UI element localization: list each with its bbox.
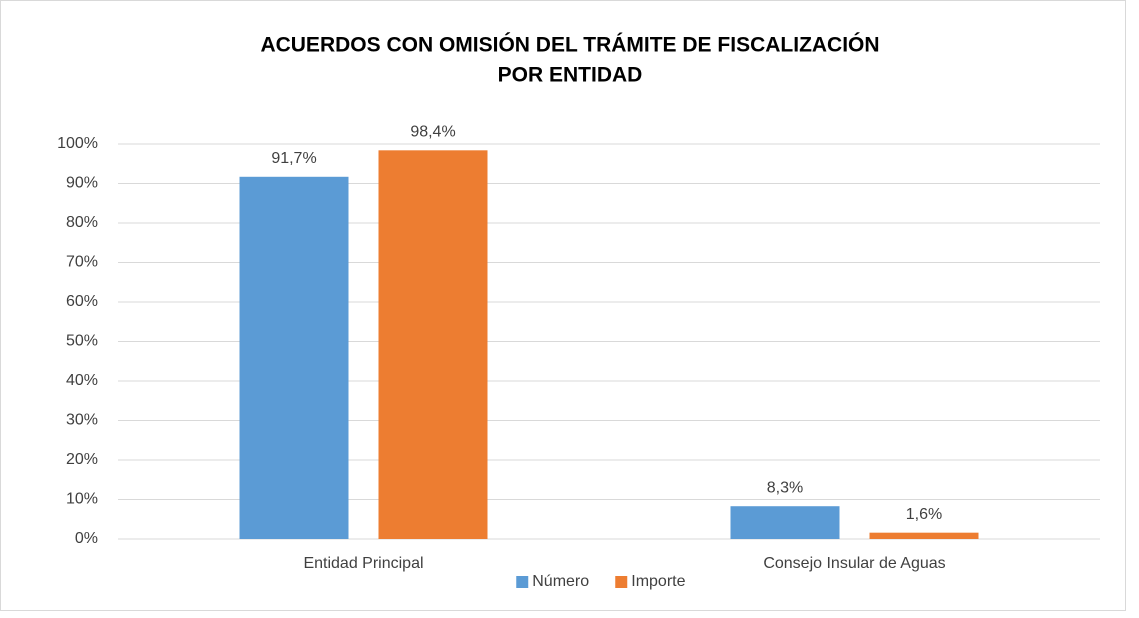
data-label: 8,3% bbox=[767, 479, 803, 496]
chart-title: ACUERDOS CON OMISIÓN DEL TRÁMITE DE FISC… bbox=[260, 33, 879, 57]
y-tick-label: 30% bbox=[66, 412, 98, 429]
y-tick-label: 60% bbox=[66, 293, 98, 310]
y-tick-label: 80% bbox=[66, 214, 98, 231]
y-tick-label: 50% bbox=[66, 333, 98, 350]
chart-frame bbox=[0, 0, 1126, 611]
legend-label: Número bbox=[532, 573, 589, 590]
legend-swatch bbox=[516, 576, 529, 588]
bar bbox=[730, 506, 840, 539]
data-label: 1,6% bbox=[906, 506, 942, 523]
chart-title: POR ENTIDAD bbox=[498, 64, 643, 87]
legend-swatch bbox=[615, 576, 628, 588]
x-tick-label: Consejo Insular de Aguas bbox=[763, 555, 945, 572]
y-tick-label: 10% bbox=[66, 491, 98, 508]
y-tick-label: 20% bbox=[66, 451, 98, 468]
y-tick-label: 90% bbox=[66, 175, 98, 192]
data-label: 98,4% bbox=[410, 124, 455, 141]
bar bbox=[378, 150, 488, 539]
legend-label: Importe bbox=[631, 573, 685, 590]
y-tick-label: 70% bbox=[66, 254, 98, 271]
y-tick-label: 100% bbox=[57, 135, 98, 152]
data-label: 91,7% bbox=[271, 150, 316, 167]
bar bbox=[239, 176, 349, 539]
x-tick-label: Entidad Principal bbox=[303, 555, 423, 572]
y-tick-label: 0% bbox=[75, 530, 98, 547]
bar bbox=[869, 532, 979, 539]
y-tick-label: 40% bbox=[66, 372, 98, 389]
